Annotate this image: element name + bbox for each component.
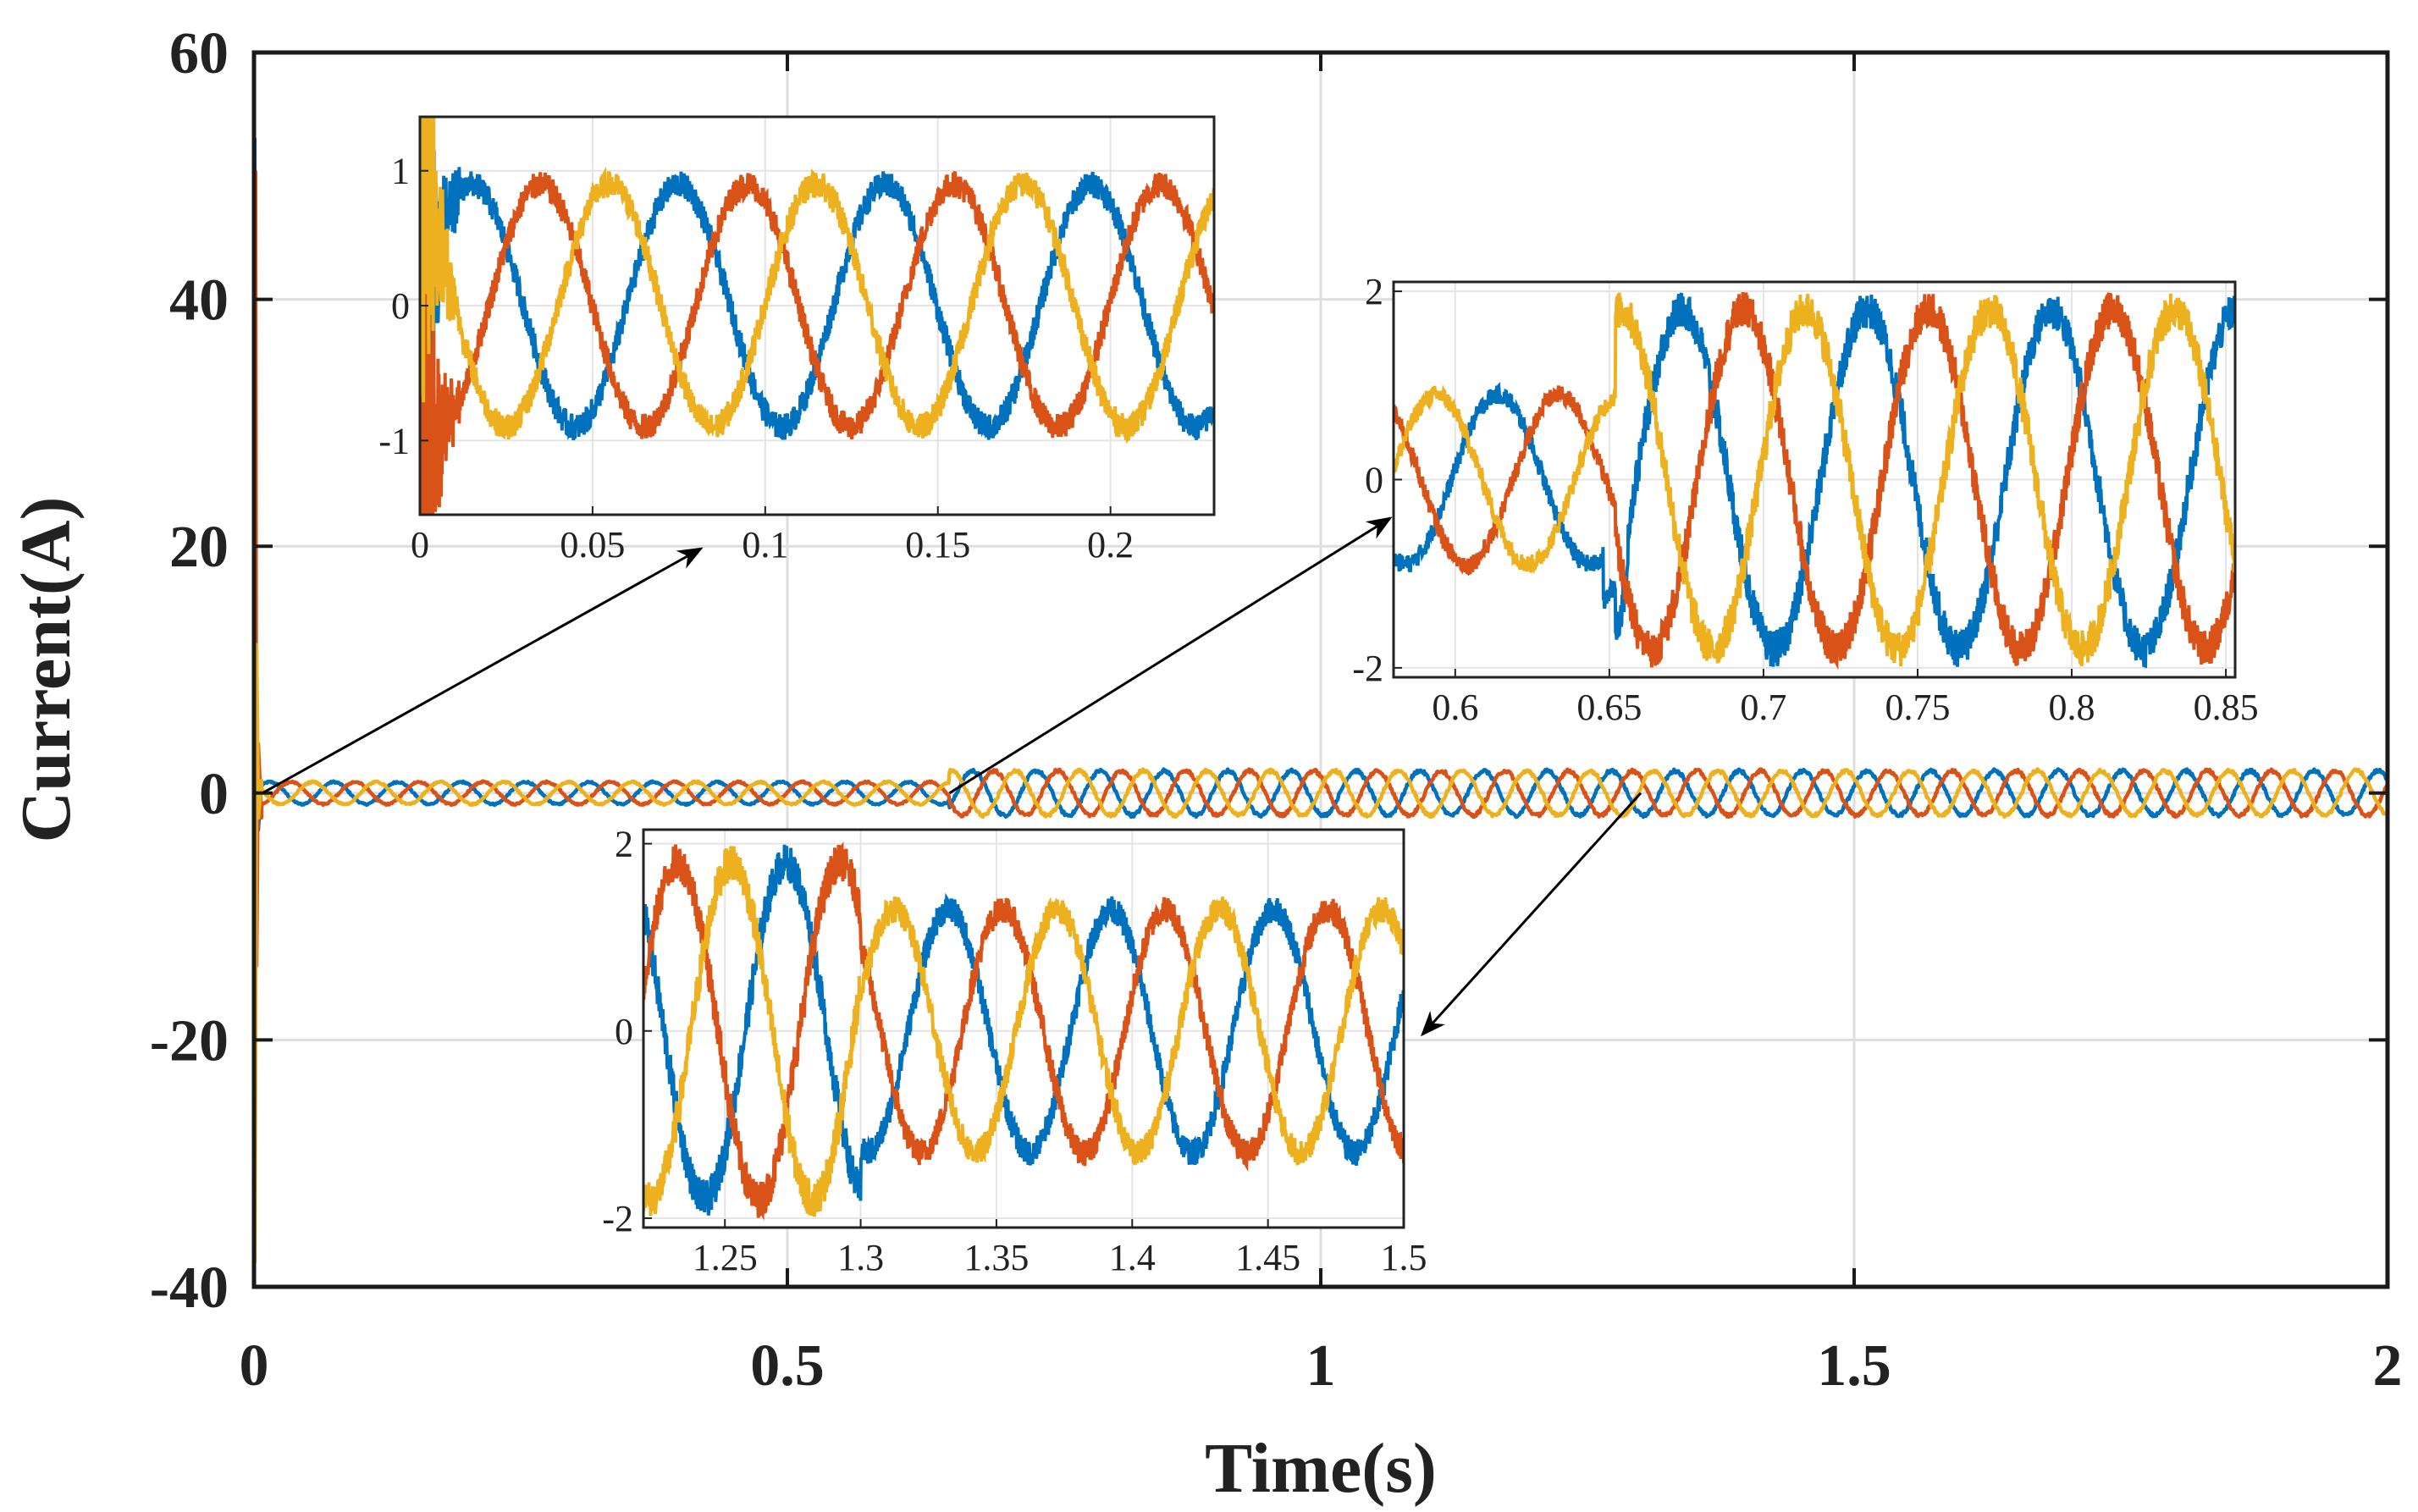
inset-x-tick-label: 0.75	[1885, 687, 1950, 728]
inset-x-tick-label: 0.6	[1432, 687, 1478, 728]
inset-1-series-phase-3	[420, 117, 1214, 444]
inset-frame	[642, 828, 1405, 1229]
inset-x-tick-label: 0.8	[2049, 687, 2095, 728]
inset-x-tick-label: 1.35	[963, 1237, 1029, 1278]
inset-x-tick-label: 0.15	[905, 524, 970, 566]
inset-y-tick-label: -2	[1352, 648, 1383, 689]
y-tick-label: -20	[150, 1008, 229, 1073]
inset-x-tick-label: 1.5	[1381, 1237, 1427, 1278]
inset-x-tick-label: 0.65	[1576, 687, 1642, 728]
zoom-arrow-2	[948, 516, 1393, 795]
y-tick-label: -40	[150, 1255, 229, 1321]
inset-frame	[418, 115, 1216, 516]
inset-x-tick-label: 0.7	[1740, 687, 1786, 728]
x-tick-label: 1	[1306, 1333, 1336, 1399]
zoom-insets: 0 0.05 0.1 0.15 0.2 1 0 -1 0.6 0.65 0.7 0.75 0.8 0.85…	[378, 115, 2259, 1278]
zoom-arrow-3	[1420, 792, 1642, 1037]
inset-x-tick-label: 0.85	[2194, 687, 2259, 728]
inset-y-tick-label: 1	[391, 151, 410, 192]
inset-x-tick-label: 0	[411, 524, 429, 566]
inset-x-tick-label: 1.25	[693, 1237, 758, 1278]
inset-y-tick-label: 2	[615, 824, 633, 865]
inset-x-tick-label: 1.3	[837, 1237, 884, 1278]
inset-x-tick-label: 1.4	[1109, 1237, 1156, 1278]
inset-y-tick-label: -2	[602, 1198, 633, 1239]
inset-y-tick-label: -1	[378, 420, 410, 461]
inset-1-series-phase-2	[420, 170, 1214, 515]
inset-y-tick-label: 0	[1365, 460, 1383, 501]
y-tick-label: 40	[169, 268, 229, 334]
y-tick-label: 20	[169, 515, 229, 580]
inset-x-tick-label: 0.1	[742, 524, 788, 566]
x-tick-label: 0	[240, 1333, 269, 1399]
inset-y-tick-label: 0	[391, 285, 410, 327]
x-axis-label: Time(s)	[1205, 1429, 1437, 1508]
y-tick-label: 0	[199, 762, 229, 827]
zoom-arrows	[262, 516, 1642, 1037]
series-phase-2	[251, 169, 2389, 1024]
inset-2-series-phase-1	[1394, 292, 2235, 669]
inset-3: 1.25 1.3 1.35 1.4 1.45 1.5 2 0 -2	[602, 824, 1427, 1278]
inset-x-tick-label: 0.2	[1087, 524, 1134, 566]
x-tick-label: 0.5	[750, 1333, 825, 1399]
inset-3-series-phase-2	[643, 842, 1404, 1221]
y-tick-label: 60	[169, 21, 229, 86]
inset-2: 0.6 0.65 0.7 0.75 0.8 0.85 2 0 -2	[1352, 271, 2258, 728]
inset-x-tick-label: 0.05	[560, 524, 625, 566]
inset-y-tick-label: 0	[615, 1011, 633, 1052]
main-plot-series	[251, 136, 2390, 1265]
x-tick-label: 2	[2373, 1333, 2403, 1399]
inset-3-series-phase-1	[643, 844, 1404, 1216]
inset-3-series-phase-3	[643, 846, 1404, 1217]
inset-x-tick-label: 1.45	[1235, 1237, 1300, 1278]
y-axis-label: Current(A)	[7, 496, 86, 842]
inset-2-series-phase-3	[1394, 292, 2235, 667]
series-phase-3	[251, 643, 2390, 1265]
zoom-arrow-1	[262, 547, 704, 795]
inset-2-series-phase-2	[1394, 291, 2235, 670]
x-tick-label: 1.5	[1817, 1333, 1891, 1399]
inset-1: 0 0.05 0.1 0.15 0.2 1 0 -1	[378, 115, 1216, 566]
inset-y-tick-label: 2	[1365, 271, 1383, 312]
